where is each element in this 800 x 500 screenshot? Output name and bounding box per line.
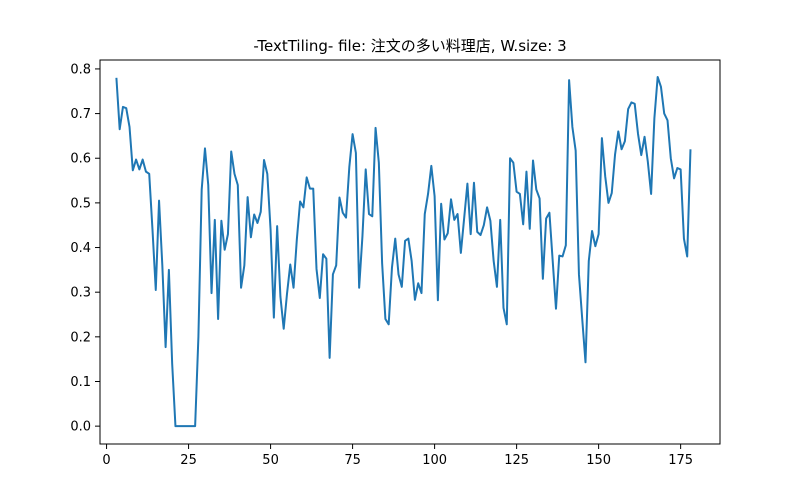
x-tick-label: 175 [668, 453, 693, 468]
y-tick-label: 0.2 [70, 330, 91, 345]
y-tick-label: 0.7 [70, 107, 91, 122]
y-tick-label: 0.6 [70, 152, 91, 167]
y-tick-label: 0.4 [70, 241, 91, 256]
x-tick-label: 125 [504, 453, 529, 468]
series-line-0 [115, 75, 692, 428]
x-tick-label: 0 [102, 453, 110, 468]
y-tick-label: 0.1 [70, 375, 91, 390]
y-tick-label: 0.5 [70, 196, 91, 211]
axes-frame [99, 59, 721, 445]
y-tick-label: 0.8 [70, 62, 91, 77]
plot-area [115, 75, 692, 428]
chart-title: -TextTiling- file: 注文の多い料理店, W.size: 3 [253, 37, 566, 55]
x-tick-label: 75 [344, 453, 361, 468]
y-axis: 0.0 0.1 0.2 0.3 0.4 0.5 0.6 0.7 0.8 [70, 62, 100, 435]
x-tick-label: 25 [180, 453, 197, 468]
x-tick-label: 50 [262, 453, 279, 468]
y-tick-label: 0.3 [70, 286, 91, 301]
x-tick-label: 100 [422, 453, 447, 468]
x-axis: 0 25 50 75 100 125 150 175 [102, 444, 693, 468]
x-tick-label: 150 [586, 453, 611, 468]
y-tick-label: 0.0 [70, 420, 91, 435]
